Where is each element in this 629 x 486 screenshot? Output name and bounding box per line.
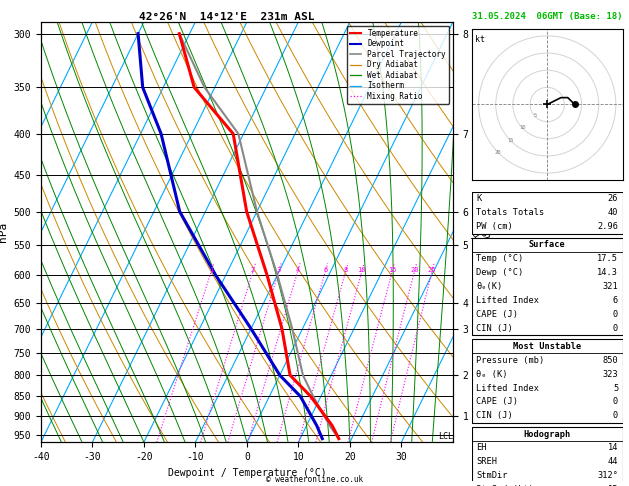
Text: 10: 10 [520,125,526,130]
Text: 26: 26 [608,194,618,204]
Text: Dewp (°C): Dewp (°C) [476,268,523,277]
Text: © weatheronline.co.uk: © weatheronline.co.uk [266,474,363,484]
Text: Pressure (mb): Pressure (mb) [476,356,545,365]
Text: PW (cm): PW (cm) [476,222,513,231]
Text: Temp (°C): Temp (°C) [476,254,523,263]
Text: 6: 6 [613,296,618,305]
Text: 8: 8 [343,267,348,273]
Text: SREH: SREH [476,457,498,466]
Text: 14.3: 14.3 [597,268,618,277]
Text: 2: 2 [250,267,255,273]
Text: kt: kt [475,35,485,44]
Text: Lifted Index: Lifted Index [476,296,539,305]
Text: 321: 321 [603,282,618,291]
Text: 20: 20 [410,267,418,273]
Text: 4: 4 [296,267,299,273]
Text: Lifted Index: Lifted Index [476,383,539,393]
Text: 44: 44 [608,457,618,466]
Text: 2.96: 2.96 [597,222,618,231]
Bar [472,339,623,423]
Text: 1: 1 [209,267,213,273]
Text: 5: 5 [613,383,618,393]
Text: 15: 15 [608,485,618,486]
Bar [472,192,623,234]
Bar [472,238,623,335]
Text: 17.5: 17.5 [597,254,618,263]
Text: Most Unstable: Most Unstable [513,342,581,351]
Text: CAPE (J): CAPE (J) [476,310,518,319]
Bar [472,427,623,486]
Text: StmDir: StmDir [476,471,508,480]
Text: 6: 6 [323,267,327,273]
Y-axis label: hPa: hPa [0,222,8,242]
Text: Totals Totals: Totals Totals [476,208,545,217]
Text: θₑ (K): θₑ (K) [476,370,508,379]
Text: 0: 0 [613,310,618,319]
Text: 0: 0 [613,324,618,333]
Legend: Temperature, Dewpoint, Parcel Trajectory, Dry Adiabat, Wet Adiabat, Isotherm, Mi: Temperature, Dewpoint, Parcel Trajectory… [347,26,449,104]
Y-axis label: km
ASL: km ASL [471,223,493,241]
Text: 25: 25 [428,267,436,273]
Text: 10: 10 [357,267,366,273]
Text: 0: 0 [613,411,618,420]
Text: StmSpd (kt): StmSpd (kt) [476,485,534,486]
Text: CAPE (J): CAPE (J) [476,398,518,406]
Text: 42°26'N  14°12'E  231m ASL: 42°26'N 14°12'E 231m ASL [138,12,314,22]
Text: 15: 15 [507,138,513,142]
Text: 15: 15 [388,267,396,273]
Text: Hodograph: Hodograph [523,430,571,438]
Text: 3: 3 [276,267,281,273]
Text: 0: 0 [613,398,618,406]
Text: 20: 20 [494,150,501,155]
Text: Surface: Surface [529,241,565,249]
X-axis label: Dewpoint / Temperature (°C): Dewpoint / Temperature (°C) [167,468,326,478]
Text: 40: 40 [608,208,618,217]
Text: LCL: LCL [438,432,453,441]
Text: 31.05.2024  06GMT (Base: 18): 31.05.2024 06GMT (Base: 18) [472,12,623,21]
Text: 850: 850 [603,356,618,365]
Text: EH: EH [476,443,487,452]
Text: 5: 5 [533,113,537,118]
Text: 14: 14 [608,443,618,452]
Text: 323: 323 [603,370,618,379]
Text: 312°: 312° [597,471,618,480]
Text: K: K [476,194,482,204]
Text: θₑ(K): θₑ(K) [476,282,503,291]
Text: CIN (J): CIN (J) [476,411,513,420]
Text: CIN (J): CIN (J) [476,324,513,333]
